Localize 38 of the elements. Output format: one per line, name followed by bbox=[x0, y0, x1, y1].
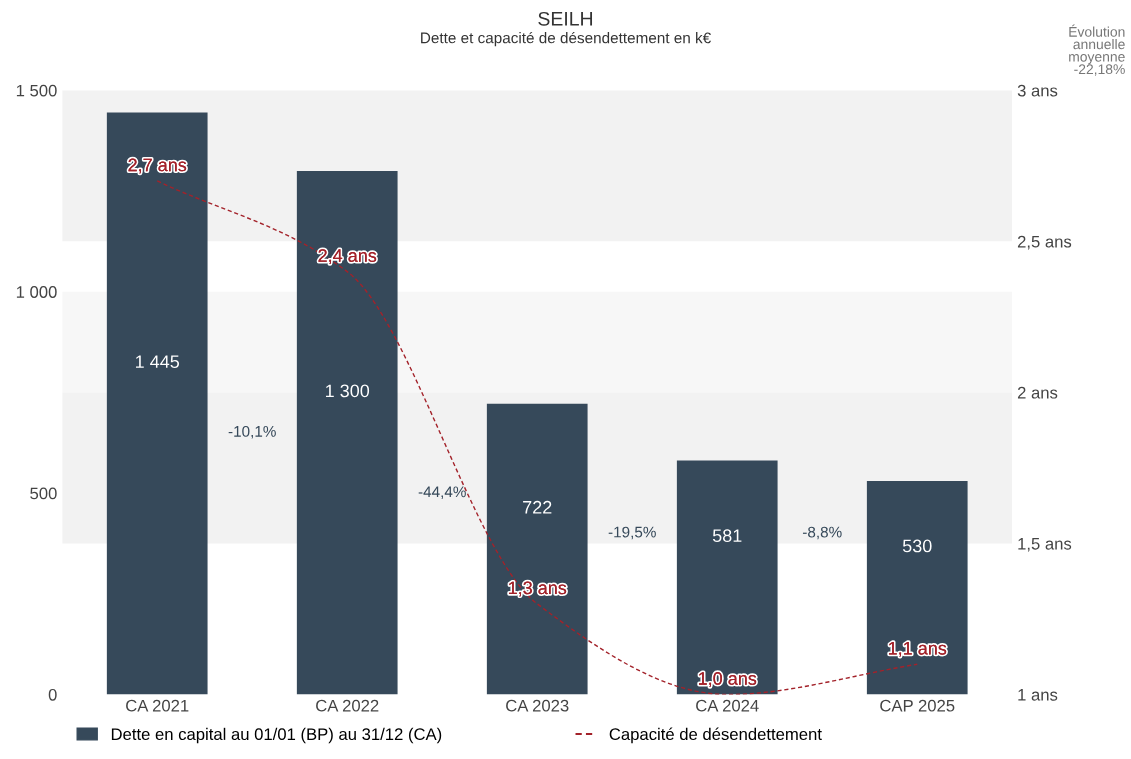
annotation: -44,4% bbox=[418, 486, 466, 499]
x-tick-label: CA 2022 bbox=[316, 699, 379, 712]
y2-tick-label: 1,5 ans bbox=[1018, 538, 1072, 552]
chart-title: SEILH bbox=[538, 11, 593, 26]
data-label: 2,4 ans bbox=[318, 249, 377, 265]
data-label: 1,0 ans bbox=[699, 672, 757, 688]
data-label: 1,3 ans bbox=[508, 581, 567, 597]
x-tick-label: CA 2024 bbox=[696, 699, 759, 712]
x-tick-label: CAP 2025 bbox=[880, 699, 955, 712]
bar bbox=[866, 481, 968, 695]
annotation: -19,5% bbox=[608, 526, 656, 540]
y-tick-label: 1 000 bbox=[16, 286, 57, 298]
annotation: -8,8% bbox=[802, 526, 842, 540]
text: Évolution annuelle moyenne -22,18% bbox=[1069, 24, 1125, 76]
y2-tick-label: 2 ans bbox=[1017, 386, 1058, 399]
x-tick-label: CA 2021 bbox=[126, 699, 189, 712]
y-tick-label: 0 bbox=[48, 688, 57, 701]
y-tick-label: 500 bbox=[30, 487, 57, 500]
data-label: 1 300 bbox=[326, 384, 370, 398]
bar bbox=[296, 170, 398, 695]
data-label: 530 bbox=[902, 539, 932, 553]
annotation: -10,1% bbox=[228, 425, 276, 439]
legend-label: Dette en capital au 01/01 (BP) au 31/12 (CA) bbox=[111, 727, 442, 744]
y2-tick-label: 3 ans bbox=[1017, 84, 1058, 97]
data-label: 722 bbox=[523, 500, 552, 514]
data-label: 1 445 bbox=[136, 355, 180, 369]
y2-tick-label: 1 ans bbox=[1018, 689, 1058, 701]
data-label: 1,1 ans bbox=[889, 642, 947, 657]
chart-subtitle: Dette et capacité de désendettement en k€ bbox=[421, 31, 711, 47]
x-tick-label: CA 2023 bbox=[506, 699, 569, 712]
data-label: 581 bbox=[712, 529, 742, 543]
legend-label: Capacité de désendettement bbox=[609, 727, 822, 744]
bar bbox=[486, 403, 588, 695]
y-tick-label: 1 500 bbox=[16, 84, 57, 97]
y2-tick-label: 2,5 ans bbox=[1017, 235, 1072, 250]
bar bbox=[106, 112, 208, 695]
bar bbox=[676, 460, 778, 695]
data-label: 2,7 ans bbox=[128, 158, 187, 174]
